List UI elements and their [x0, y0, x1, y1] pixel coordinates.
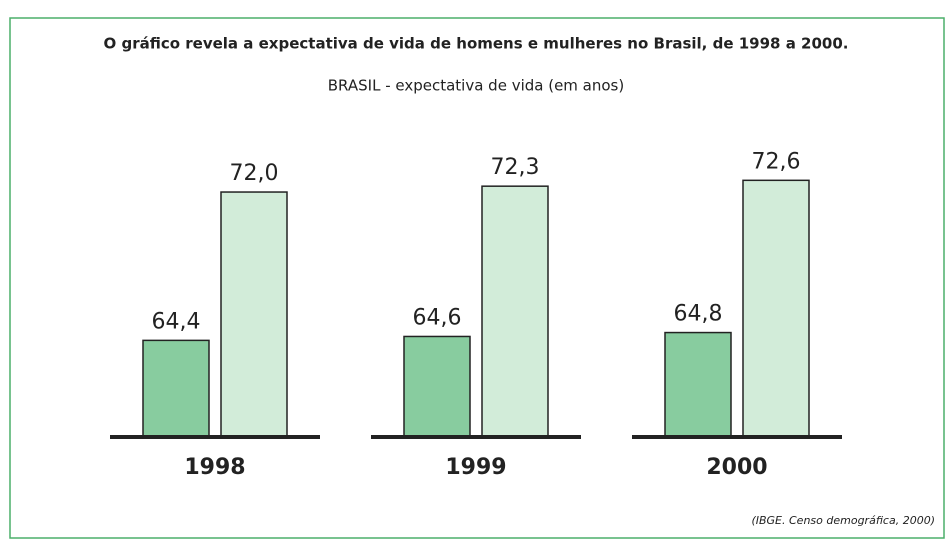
bar — [481, 185, 549, 437]
source: (IBGE. Censo demográfica, 2000) — [751, 514, 935, 527]
bar — [220, 191, 288, 437]
bar — [664, 331, 732, 437]
value-label: 72,6 — [752, 149, 801, 174]
x-tick-label: 2000 — [706, 455, 767, 480]
value-label: 72,0 — [230, 161, 279, 186]
bar — [742, 179, 810, 437]
value-label: 64,6 — [413, 305, 462, 330]
value-label: 72,3 — [491, 155, 540, 180]
value-label: 64,8 — [674, 302, 723, 327]
x-tick-label: 1998 — [184, 455, 245, 480]
bar — [403, 335, 471, 437]
frame — [9, 17, 945, 539]
chart-title: O gráfico revela a expectativa de vida d… — [104, 35, 849, 53]
chart-subtitle: BRASIL - expectativa de vida (em anos) — [328, 77, 624, 95]
x-tick-label: 1999 — [445, 455, 506, 480]
value-label: 64,4 — [152, 309, 201, 334]
bar — [142, 339, 210, 437]
